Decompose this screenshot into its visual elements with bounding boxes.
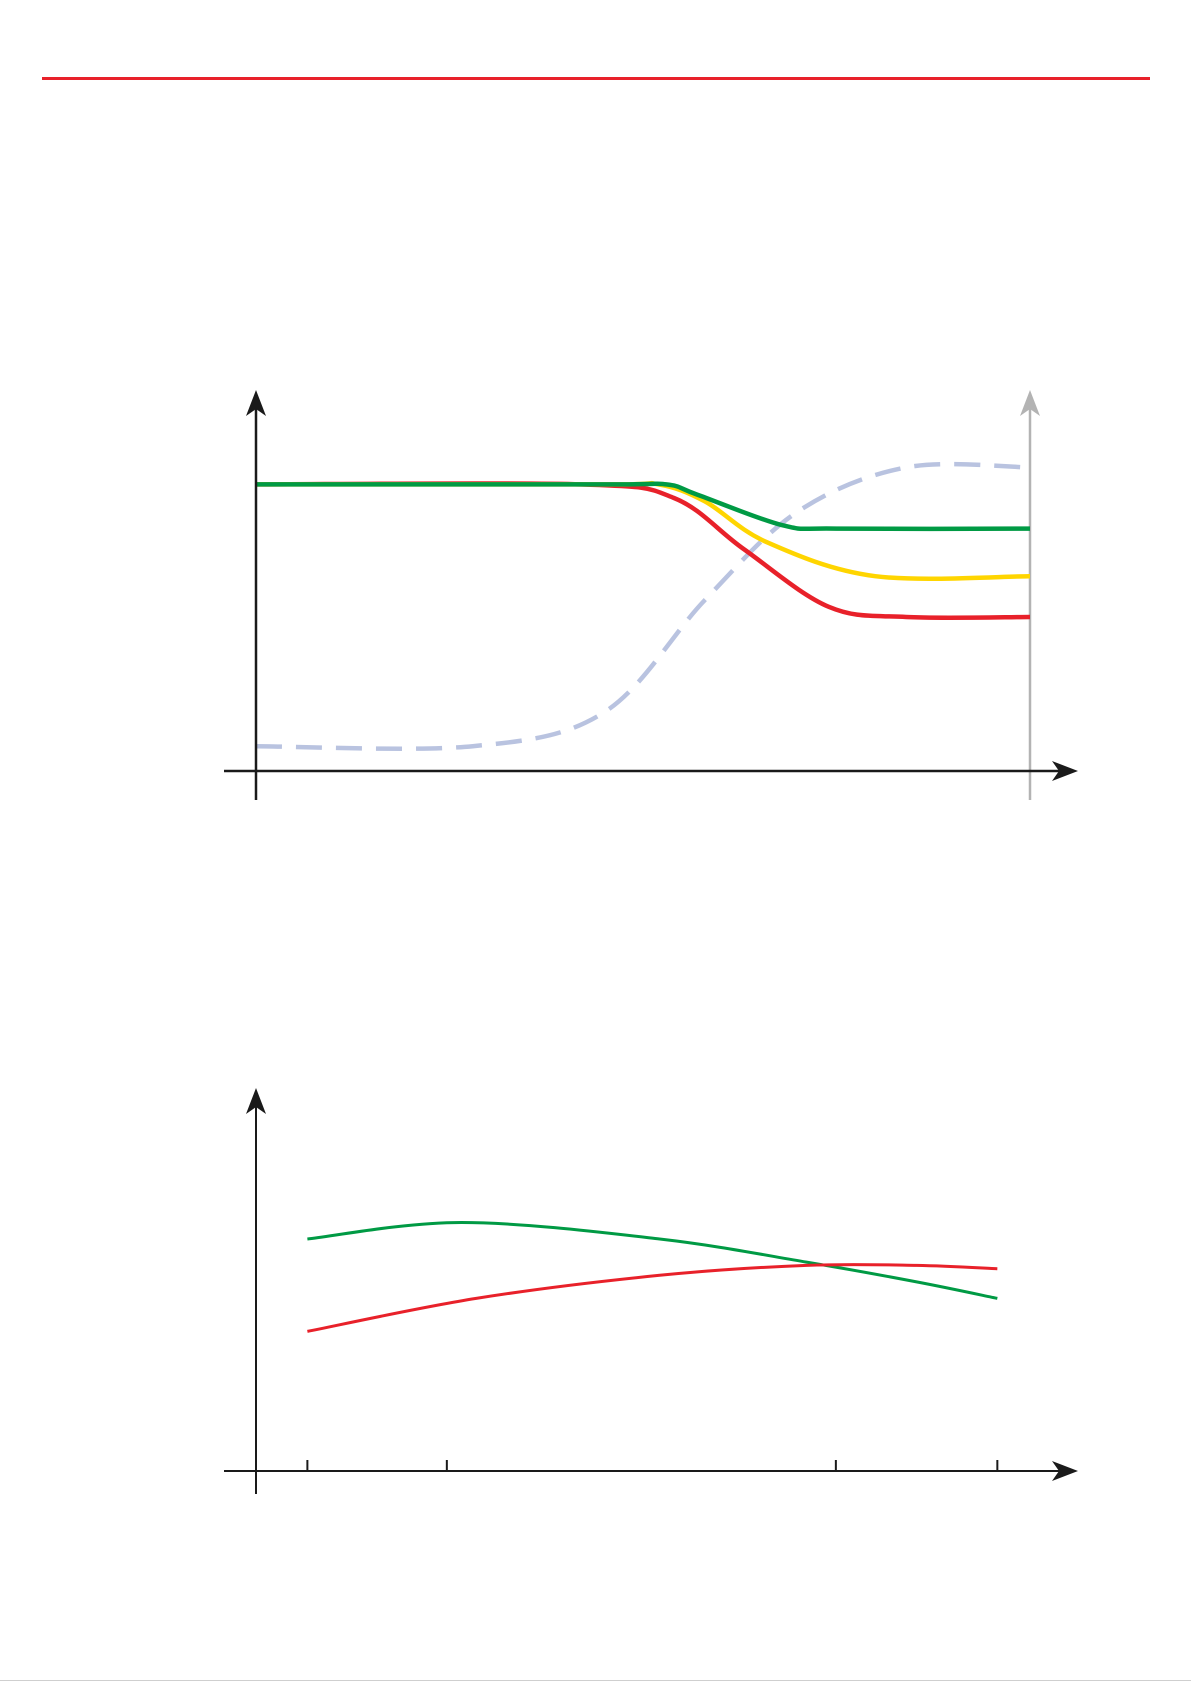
header-rule [42,77,1150,80]
series-line-1 [256,481,1031,532]
x-axis-arrow [1052,1461,1078,1481]
series-line-4 [255,461,1031,751]
y-axis-arrow [246,390,266,416]
right-axis-arrow [1020,390,1040,416]
series-line-3 [255,481,1031,621]
x-axis-arrow [1052,761,1078,781]
series-line-1 [307,1220,998,1300]
series-line-2 [307,1263,998,1333]
y-axis-arrow [246,1088,266,1114]
bottom-rule [0,1680,1191,1681]
chart-1 [224,390,1078,800]
chart-2 [224,1088,1078,1494]
